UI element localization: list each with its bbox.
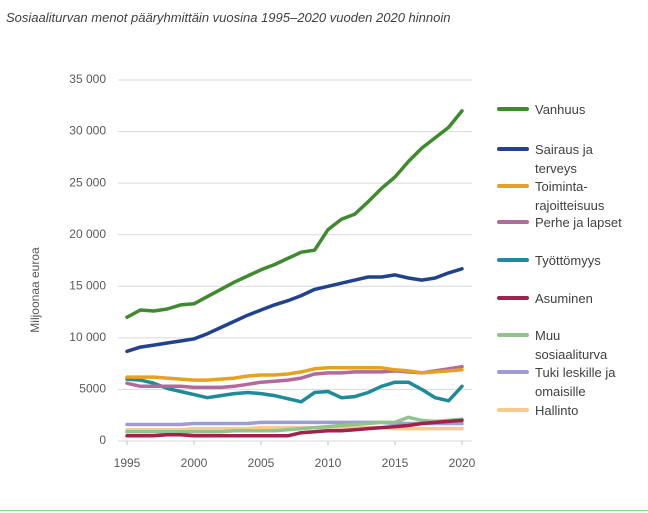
y-tick-label: 0 (99, 433, 106, 447)
legend-label: Työttömyys (535, 253, 601, 268)
series-line (125, 267, 464, 354)
chart-title: Sosiaaliturvan menot pääryhmittäin vuosi… (6, 10, 451, 25)
legend-label: Hallinto (535, 403, 579, 418)
legend-swatch (497, 184, 529, 188)
legend-swatch (497, 258, 529, 262)
legend-swatch (497, 147, 529, 151)
series-line (125, 420, 464, 427)
y-tick-label: 35 000 (69, 72, 106, 86)
legend-label: Muu sosiaaliturva (535, 328, 608, 362)
y-tick-label: 20 000 (69, 227, 106, 241)
legend-swatch (497, 296, 529, 300)
y-axis-label: Miljoonaa euroa (28, 247, 42, 333)
x-tick-label: 2005 (248, 456, 275, 470)
legend-label: Tuki leskille ja omaisille (535, 365, 616, 399)
x-tick-label: 2000 (181, 456, 208, 470)
y-tick-label: 5000 (79, 382, 106, 396)
legend-label: Asuminen (535, 291, 593, 306)
legend-label: Perhe ja lapset (535, 215, 622, 230)
series-line (125, 377, 464, 404)
legend-swatch (497, 333, 529, 337)
series-line (125, 109, 464, 319)
series-line (125, 366, 464, 382)
y-tick-label: 10 000 (69, 330, 106, 344)
y-tick-label: 30 000 (69, 124, 106, 138)
legend-swatch (497, 370, 529, 374)
legend-label: Vanhuus (535, 102, 586, 117)
y-tick-label: 25 000 (69, 175, 106, 189)
legend-label: Sairaus ja terveys (535, 142, 593, 176)
x-tick-label: 1995 (114, 456, 141, 470)
series-line (125, 415, 464, 434)
y-tick-label: 15 000 (69, 278, 106, 292)
legend-swatch (497, 408, 529, 412)
bottom-border (0, 510, 648, 511)
x-tick-label: 2020 (449, 456, 476, 470)
x-tick-label: 2010 (315, 456, 342, 470)
x-tick-label: 2015 (382, 456, 409, 470)
series-line (125, 418, 464, 438)
legend-swatch (497, 220, 529, 224)
legend-label: Toiminta-rajoitteisuus (535, 179, 605, 213)
legend-swatch (497, 107, 529, 111)
